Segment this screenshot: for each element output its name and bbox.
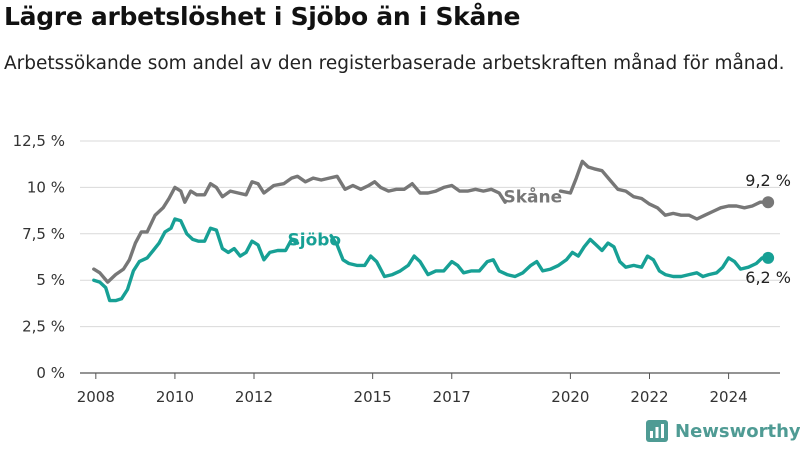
chart-title: Lägre arbetslöshet i Sjöbo än i Skåne: [4, 2, 521, 31]
end-point-sj-bo: [762, 251, 775, 264]
x-tick-label: 2022: [630, 388, 668, 406]
x-tick-label: 2017: [433, 388, 471, 406]
y-tick-label: 7,5 %: [22, 225, 65, 243]
grid: 0 % 2,5 % 5 % 7,5 % 10 % 12,5 %: [13, 132, 780, 382]
series-label-sj-bo: Sjöbo: [288, 230, 342, 250]
y-tick-label: 10 %: [27, 178, 65, 196]
x-axis: 2008 2010 2012 2015 2017 2020 2022 2024: [77, 373, 748, 406]
series-line-sk-ne: [92, 174, 507, 284]
x-tick-label: 2012: [235, 388, 273, 406]
x-tick-label: 2015: [354, 388, 392, 406]
end-point-sk-ne: [762, 196, 775, 209]
value-label-sk-ne: 9,2 %: [745, 171, 791, 190]
series-line-sj-bo: [329, 234, 770, 279]
series-lines: [92, 159, 775, 303]
x-tick-label: 2010: [156, 388, 194, 406]
bar-chart-icon: [646, 420, 668, 442]
brand-name: Newsworthy: [675, 420, 800, 442]
x-tick-label: 2024: [709, 388, 747, 406]
x-tick-label: 2020: [551, 388, 589, 406]
labels: Skåne 9,2 % Sjöbo 6,2 %: [288, 171, 791, 287]
y-tick-label: 12,5 %: [13, 132, 65, 150]
series-label-sk-ne: Skåne: [503, 186, 562, 208]
chart-subtitle: Arbetssökande som andel av den registerb…: [4, 53, 785, 74]
newsworthy-logo: Newsworthy: [646, 420, 800, 442]
y-tick-label: 5 %: [36, 271, 65, 289]
series-line-sk-ne: [558, 159, 770, 221]
y-tick-label: 0 %: [36, 364, 65, 382]
x-tick-label: 2008: [77, 388, 115, 406]
value-label-sj-bo: 6,2 %: [745, 268, 791, 287]
y-tick-label: 2,5 %: [22, 318, 65, 336]
series-line-sj-bo: [92, 217, 300, 303]
